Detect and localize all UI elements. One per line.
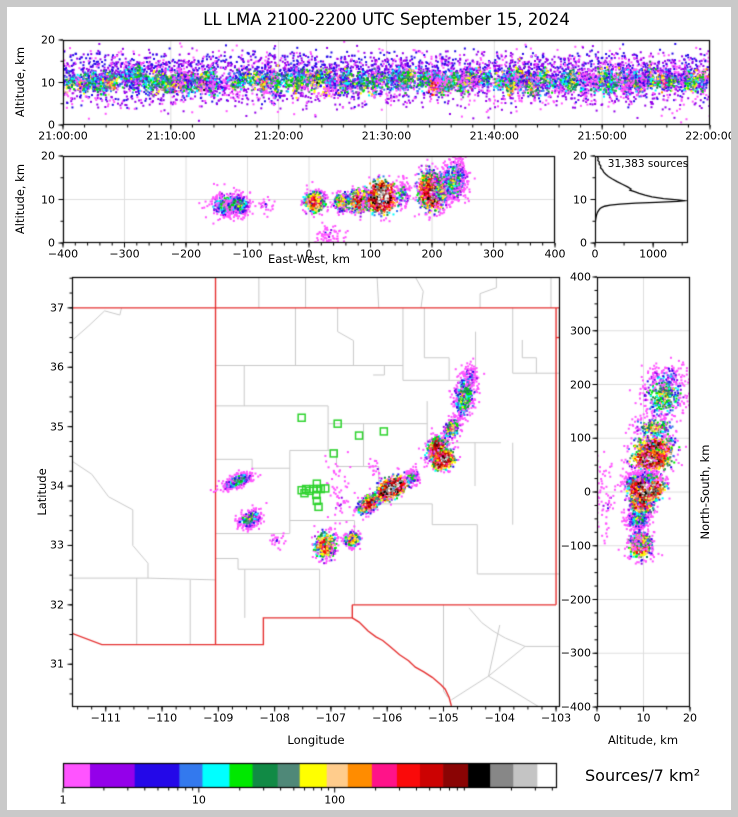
ns-tick-label: 100 xyxy=(570,431,591,445)
histogram-canvas xyxy=(583,144,700,255)
ew-tick-label: −400 xyxy=(47,247,79,261)
altitude-tick-label: 10 xyxy=(41,76,55,89)
ns-x-axis-label: Altitude, km xyxy=(607,733,679,747)
altitude-tick-label: 20 xyxy=(41,149,55,163)
longitude-tick-label: −110 xyxy=(146,711,178,725)
ns-tick-label: 200 xyxy=(570,378,591,391)
ew-tick-label: 300 xyxy=(483,247,504,261)
ns-alt-tick-label: 0 xyxy=(593,711,601,725)
colorbar-tick-label: 100 xyxy=(324,793,346,807)
latitude-tick-label: 32 xyxy=(50,598,64,612)
longitude-tick-label: −104 xyxy=(484,711,515,725)
altitude-tick-label: 20 xyxy=(41,33,55,47)
time-height-canvas xyxy=(51,28,722,137)
latitude-tick-label: 35 xyxy=(50,420,64,434)
altitude-tick-label: 0 xyxy=(48,118,55,132)
altitude-tick-label: 10 xyxy=(41,193,55,206)
altitude-tick-label: 0 xyxy=(580,236,587,250)
ew-y-axis-label: Altitude, km xyxy=(13,163,27,235)
ew-tick-label: 100 xyxy=(360,247,381,261)
colorbar-tick-label: 10 xyxy=(191,793,206,807)
longitude-tick-label: −103 xyxy=(540,711,572,725)
time-height-y-axis-label: Altitude, km xyxy=(13,46,27,118)
ew-tick-label: 200 xyxy=(421,247,443,261)
longitude-tick-label: −106 xyxy=(372,711,403,725)
ns-tick-label: −300 xyxy=(560,646,591,660)
longitude-tick-label: −105 xyxy=(428,711,459,725)
latitude-tick-label: 33 xyxy=(50,538,64,552)
latitude-tick-label: 37 xyxy=(50,301,64,315)
altitude-tick-label: 0 xyxy=(48,236,55,250)
hist-tick-label: 1000 xyxy=(639,247,668,261)
time-tick-label: 21:40:00 xyxy=(469,129,520,143)
time-tick-label: 21:30:00 xyxy=(361,129,412,143)
altitude-tick-label: 10 xyxy=(573,193,587,206)
longitude-tick-label: −108 xyxy=(259,711,290,725)
ns-tick-label: 400 xyxy=(570,270,591,284)
time-tick-label: 21:20:00 xyxy=(253,129,304,143)
figure-title: LL LMA 2100-2200 UTC September 15, 2024 xyxy=(203,10,570,29)
ew-tick-label: 0 xyxy=(305,247,313,261)
time-tick-label: 21:50:00 xyxy=(577,129,627,143)
time-tick-label: 21:10:00 xyxy=(146,129,196,143)
ns-tick-label: −400 xyxy=(560,700,591,714)
latitude-tick-label: 36 xyxy=(50,360,64,374)
ns-tick-label: 0 xyxy=(584,485,591,499)
ew-tick-label: −100 xyxy=(232,247,263,261)
ew-x-axis-label: East-West, km xyxy=(268,252,350,266)
ew-tick-label: −300 xyxy=(109,247,140,261)
ns-height-canvas xyxy=(585,265,702,719)
altitude-tick-label: 20 xyxy=(573,149,587,163)
ns-tick-label: −100 xyxy=(560,539,591,553)
hist-tick-label: 0 xyxy=(591,247,599,261)
colorbar-title: Sources/7 km² xyxy=(585,766,701,785)
longitude-tick-label: −109 xyxy=(203,711,234,725)
ns-tick-label: −200 xyxy=(560,593,591,606)
map-canvas xyxy=(60,265,572,719)
longitude-tick-label: −111 xyxy=(90,711,121,725)
latitude-tick-label: 34 xyxy=(50,479,64,493)
time-tick-label: 22:00:00 xyxy=(685,129,735,143)
ew-tick-label: −200 xyxy=(170,247,202,261)
ns-tick-label: 300 xyxy=(570,324,591,338)
ew-height-canvas xyxy=(51,144,567,255)
ns-alt-tick-label: 20 xyxy=(683,711,697,725)
colorbar-tick-label: 1 xyxy=(59,793,67,807)
map-x-axis-label: Longitude xyxy=(287,733,345,747)
map-y-axis-label: Latitude xyxy=(35,468,49,516)
longitude-tick-label: −107 xyxy=(315,711,347,725)
time-tick-label: 21:00:00 xyxy=(38,129,88,143)
latitude-tick-label: 31 xyxy=(50,657,64,671)
ew-tick-label: 400 xyxy=(544,247,566,261)
ns-alt-tick-label: 10 xyxy=(636,711,651,725)
colorbar-canvas xyxy=(51,751,569,800)
